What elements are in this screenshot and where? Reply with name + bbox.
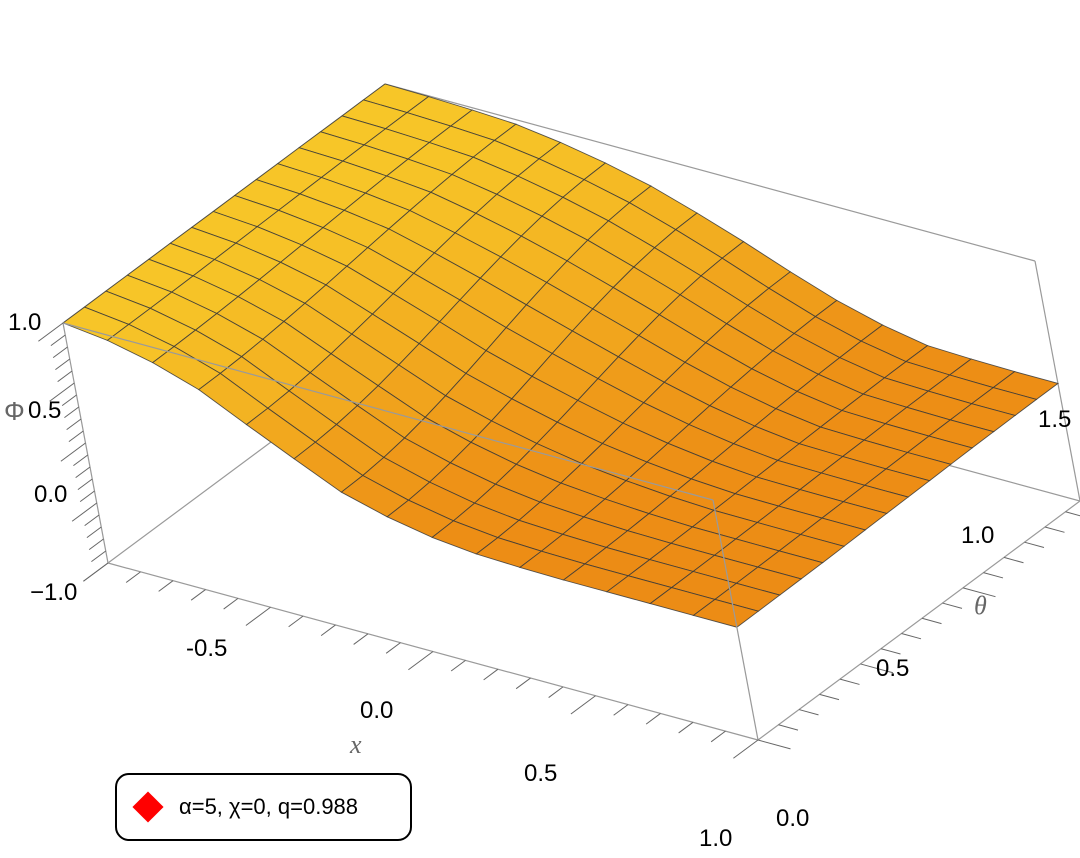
z-axis-tick — [38, 322, 64, 342]
z-axis-tick — [84, 514, 100, 527]
x-axis-tick — [385, 642, 401, 654]
x-axis-tick — [515, 677, 531, 690]
z-axis-tick — [68, 430, 84, 443]
box-edge — [1034, 260, 1080, 502]
z-axis-tick — [52, 346, 68, 359]
theta-axis-tick — [1044, 526, 1065, 533]
box-edge — [757, 500, 1080, 741]
theta-axis-tick — [921, 617, 942, 625]
x-axis-tick — [570, 695, 596, 715]
x-axis-tick — [245, 606, 271, 626]
x-axis-tick — [710, 730, 726, 743]
z-tick-label-2: 0.5 — [28, 397, 61, 424]
theta-axis-tick — [880, 648, 901, 655]
z-axis-tick — [83, 562, 109, 582]
legend: α=5, χ=0, q=0.988 — [115, 773, 412, 841]
z-axis-tick — [66, 418, 82, 431]
y-tick-label-3: 1.0 — [961, 522, 994, 549]
theta-axis-tick — [839, 678, 860, 685]
legend-marker-diamond — [132, 791, 164, 823]
x-axis-tick — [190, 589, 206, 601]
theta-axis-tick — [1065, 511, 1080, 517]
theta-axis-tick — [962, 587, 996, 598]
x-axis-tick — [158, 580, 174, 592]
x-axis-tick — [125, 571, 141, 583]
z-axis-tick — [57, 370, 73, 383]
z-tick-label-1: 1.0 — [8, 309, 41, 336]
y-tick-label-1: 0.0 — [776, 805, 809, 832]
z-axis-tick — [55, 358, 71, 371]
x-axis-tick — [613, 704, 629, 716]
x-axis-tick — [223, 597, 239, 610]
z-axis-tick — [50, 334, 66, 347]
z-axis-label: Φ — [4, 396, 25, 426]
theta-axis-tick — [798, 709, 819, 716]
x-tick-label-2: 0.0 — [360, 697, 393, 724]
z-tick-label-4: −1.0 — [30, 579, 77, 606]
z-axis-tick — [73, 454, 89, 467]
surface-cell — [692, 598, 760, 628]
x-axis-tick — [320, 624, 336, 637]
x-tick-label-1: -0.5 — [186, 635, 227, 662]
z-axis-tick — [60, 442, 86, 462]
z-axis-tick — [88, 538, 104, 551]
theta-axis-tick — [901, 633, 922, 640]
x-axis-tick — [408, 651, 434, 671]
theta-axis-tick — [860, 663, 894, 674]
axis-ticks — [38, 322, 1080, 759]
z-axis-tick — [71, 502, 98, 522]
x-axis-tick — [483, 668, 499, 681]
x-axis-tick — [548, 686, 564, 698]
y-tick-label-4: 1.5 — [1038, 406, 1071, 433]
x-axis-tick — [645, 713, 661, 725]
x-axis-tick — [288, 615, 304, 628]
box-edge — [712, 499, 759, 741]
x-axis-tick — [678, 721, 694, 734]
box-edge — [62, 322, 714, 501]
x-axis-tick — [353, 633, 369, 645]
z-axis-tick — [49, 382, 75, 402]
x-axis-label: x — [349, 730, 362, 759]
x-axis-tick — [450, 659, 466, 672]
theta-axis-tick — [757, 739, 791, 750]
z-axis-tick — [75, 466, 91, 479]
theta-axis-tick — [942, 602, 963, 609]
y-tick-label-2: 0.5 — [876, 655, 909, 682]
theta-axis-tick — [1003, 556, 1024, 564]
z-axis-tick — [79, 490, 95, 503]
theta-axis-tick — [819, 693, 840, 701]
surface-mesh — [62, 83, 1060, 628]
z-tick-label-3: 0.0 — [34, 481, 67, 508]
z-axis-tick — [77, 478, 93, 491]
box-edge — [384, 83, 1036, 262]
z-axis-tick — [91, 550, 107, 563]
x-tick-label-3: 0.5 — [524, 760, 557, 787]
x-tick-label-4: 1.0 — [699, 825, 732, 852]
x-axis-tick — [733, 739, 759, 759]
legend-label: α=5, χ=0, q=0.988 — [179, 794, 359, 819]
y-axis-label: θ — [974, 591, 987, 620]
z-axis-tick — [61, 394, 77, 407]
theta-axis-tick — [1024, 541, 1045, 548]
theta-axis-tick — [983, 572, 1004, 579]
theta-axis-tick — [778, 724, 799, 731]
z-axis-tick — [86, 526, 102, 539]
z-axis-tick — [64, 406, 80, 419]
